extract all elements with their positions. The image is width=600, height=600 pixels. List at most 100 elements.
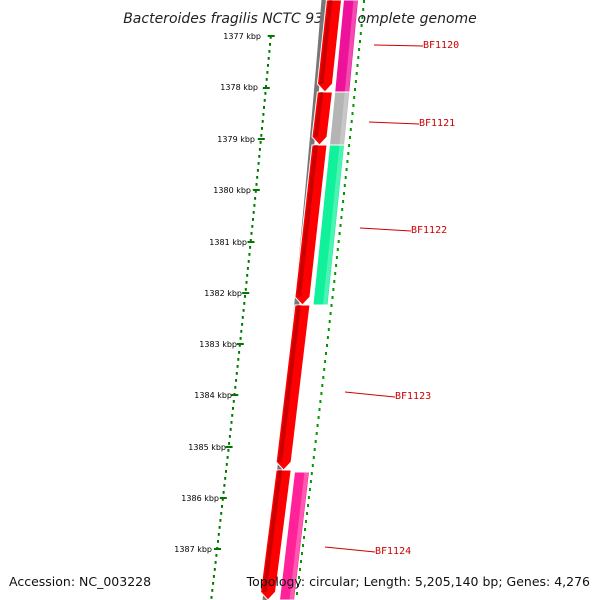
strand-dot	[335, 256, 338, 259]
strand-tick-track	[296, 0, 365, 595]
scale-dot	[229, 428, 232, 431]
gene-label-bf1124: BF1124	[375, 546, 411, 557]
gene-leader-line-5	[324, 546, 376, 553]
strand-dot	[359, 40, 361, 43]
scale-label: 1382 kbp	[204, 289, 242, 298]
scale-dot	[228, 435, 231, 438]
scale-dot	[267, 57, 270, 60]
strand-dot	[349, 136, 351, 139]
gene-leader-line-2	[368, 121, 420, 125]
scale-dot	[232, 400, 235, 403]
strand-dot	[350, 120, 353, 123]
strand-dot	[326, 336, 329, 339]
scale-dot	[258, 148, 261, 151]
strand-dot	[327, 328, 330, 331]
scale-label: 1380 kbp	[213, 186, 251, 195]
scale-dot	[262, 113, 265, 116]
gene-bf1120	[316, 0, 343, 93]
scale-dot	[253, 204, 256, 207]
scale-dot	[263, 106, 265, 109]
gene-leader-line-1	[373, 44, 424, 47]
cog-bf1121-highlight	[339, 92, 349, 145]
cog-bf1122	[312, 144, 346, 306]
scale-dot	[261, 120, 264, 123]
gene-bf1123-shade	[278, 305, 301, 462]
scale-dot	[212, 575, 215, 578]
gene-label-bf1121: BF1121	[419, 118, 455, 129]
scale-dot	[263, 99, 266, 102]
strand-dot	[333, 280, 336, 283]
scale-dot	[244, 288, 247, 291]
scale-dot	[269, 36, 272, 39]
gene-label-bf1123: BF1123	[395, 391, 431, 402]
scale-dot	[241, 323, 244, 326]
scale-dot	[265, 85, 267, 88]
strand-dot	[300, 560, 302, 563]
scale-dot	[257, 162, 260, 165]
gene-bf1124	[259, 469, 292, 600]
scale-dot	[249, 246, 252, 249]
strand-dot	[334, 272, 337, 275]
strand-dot	[307, 504, 309, 507]
strand-dot	[307, 496, 310, 499]
strand-dot	[347, 152, 350, 155]
kbp-scale	[210, 35, 275, 599]
scale-dot	[261, 127, 263, 130]
strand-dot	[299, 568, 301, 571]
scale-dot	[224, 477, 227, 480]
strand-dot	[297, 584, 299, 587]
strand-dot	[341, 208, 344, 211]
scale-dot	[268, 50, 271, 53]
gene-bf1123	[275, 304, 311, 471]
strand-dot	[315, 432, 318, 435]
scale-dot	[252, 218, 254, 221]
strand-dot	[335, 264, 338, 267]
scale-dot	[239, 337, 242, 340]
gene-leader-line-4	[344, 391, 396, 398]
cog-bf1124-highlight	[289, 472, 309, 600]
strand-dot	[303, 536, 305, 539]
strand-dot	[351, 112, 354, 115]
strand-dot	[324, 360, 327, 363]
major-tick	[214, 548, 221, 550]
scale-dot	[225, 470, 227, 473]
gene-labels	[324, 44, 424, 553]
scale-dot	[256, 169, 259, 172]
scale-dot	[269, 43, 271, 46]
strand-dot	[323, 368, 326, 371]
strand-dot	[348, 144, 351, 147]
scale-dot	[252, 211, 255, 214]
scale-dot	[256, 176, 259, 179]
cog-bf1122-highlight	[322, 145, 344, 305]
cog-bf1120-highlight	[344, 0, 358, 92]
scale-dot	[212, 582, 215, 585]
strand-dot	[296, 592, 298, 595]
genome-summary-text: Topology: circular; Length: 5,205,140 bp…	[246, 574, 590, 589]
major-tick	[225, 446, 233, 448]
major-tick	[257, 138, 265, 140]
scale-dot	[264, 92, 267, 95]
scale-dot	[266, 71, 269, 74]
strand-dot	[317, 416, 320, 419]
scale-dot	[236, 365, 239, 368]
strand-dot	[362, 8, 365, 11]
scale-dot	[218, 526, 221, 529]
strand-dot	[309, 480, 312, 483]
scale-dot	[232, 407, 234, 410]
scale-dot	[234, 386, 237, 389]
gene-bf1124-shade	[262, 470, 283, 592]
scale-dot	[246, 267, 249, 270]
forward-strand-genes	[259, 0, 343, 600]
scale-dot	[231, 414, 234, 417]
strand-dot	[353, 96, 356, 99]
scale-dot	[260, 134, 263, 137]
scale-label: 1377 kbp	[223, 32, 261, 41]
gene-label-bf1120: BF1120	[423, 40, 459, 51]
scale-dot	[240, 330, 243, 333]
strand-dot	[313, 448, 316, 451]
major-tick	[252, 189, 260, 191]
scale-dot	[220, 512, 223, 515]
strand-dot	[357, 56, 360, 59]
scale-dot	[250, 232, 253, 235]
